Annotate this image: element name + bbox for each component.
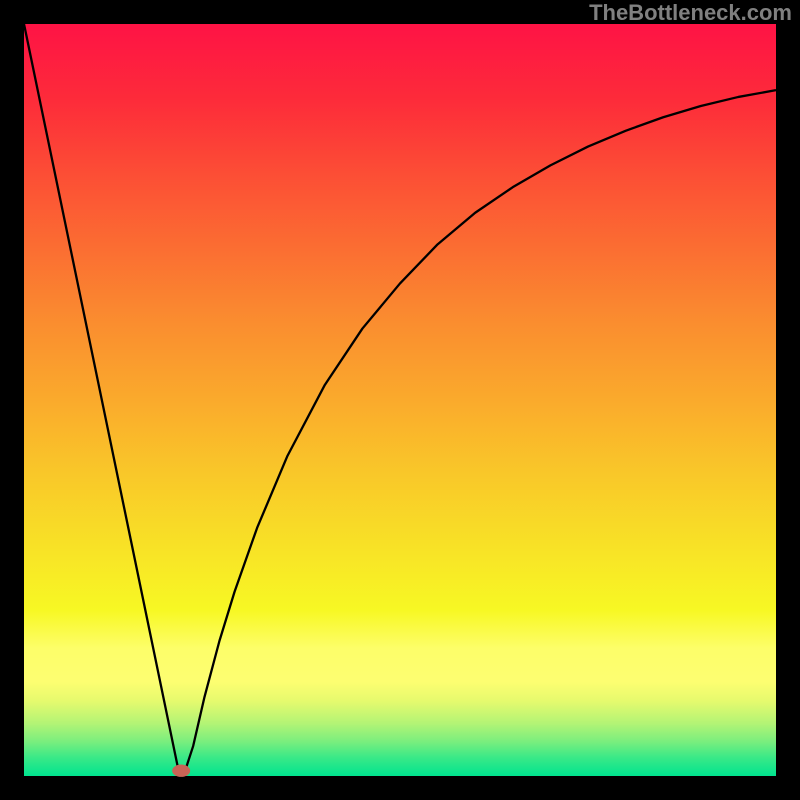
optimal-point-marker bbox=[172, 765, 190, 777]
attribution-text: TheBottleneck.com bbox=[589, 0, 792, 26]
chart-svg bbox=[0, 0, 800, 800]
chart-background bbox=[24, 24, 776, 776]
bottleneck-chart: TheBottleneck.com bbox=[0, 0, 800, 800]
